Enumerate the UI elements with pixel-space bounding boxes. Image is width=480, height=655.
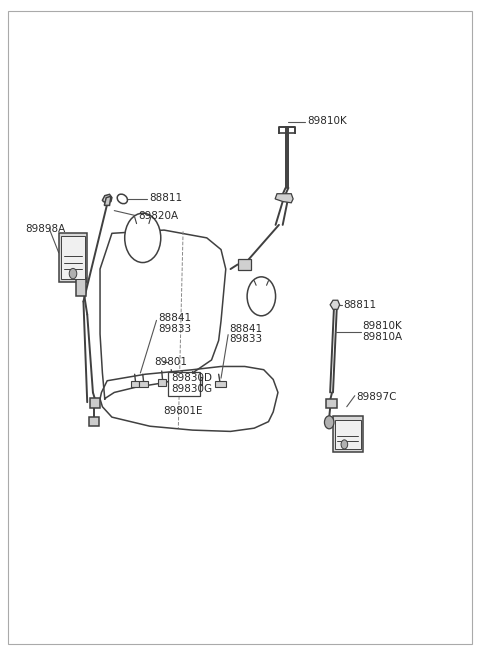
Text: 89810A: 89810A xyxy=(362,332,403,343)
Bar xyxy=(158,379,167,386)
Text: 89801E: 89801E xyxy=(163,405,203,416)
Bar xyxy=(238,259,251,271)
Bar xyxy=(190,377,202,384)
Polygon shape xyxy=(104,196,111,206)
Bar xyxy=(333,417,363,452)
Text: 89833: 89833 xyxy=(229,334,263,344)
Text: 88811: 88811 xyxy=(343,300,376,310)
Bar xyxy=(216,381,226,387)
Text: 89830D: 89830D xyxy=(171,373,212,383)
Ellipse shape xyxy=(117,194,128,204)
Bar xyxy=(335,420,361,449)
Bar xyxy=(168,371,200,396)
Bar xyxy=(89,417,98,426)
Circle shape xyxy=(247,277,276,316)
Circle shape xyxy=(324,416,334,429)
Bar xyxy=(76,278,86,296)
Text: 89830G: 89830G xyxy=(171,384,212,394)
Bar xyxy=(179,378,190,384)
Bar xyxy=(90,398,100,408)
Polygon shape xyxy=(330,300,340,309)
Polygon shape xyxy=(102,195,112,203)
Text: 88841: 88841 xyxy=(158,313,192,324)
Bar xyxy=(139,381,148,387)
Circle shape xyxy=(69,269,77,279)
Bar xyxy=(326,399,337,408)
Text: 89801: 89801 xyxy=(155,357,188,367)
Circle shape xyxy=(341,440,348,449)
Text: 89897C: 89897C xyxy=(356,392,396,402)
Bar xyxy=(59,233,87,282)
Text: 88811: 88811 xyxy=(149,193,182,202)
Text: 89833: 89833 xyxy=(158,324,192,334)
Bar xyxy=(131,381,139,387)
Text: 89898A: 89898A xyxy=(25,224,66,234)
Text: 89810K: 89810K xyxy=(307,116,347,126)
Polygon shape xyxy=(275,194,293,203)
Bar xyxy=(169,378,179,384)
Text: 88841: 88841 xyxy=(229,324,263,334)
Circle shape xyxy=(125,213,161,263)
Bar xyxy=(60,236,85,280)
Text: 89820A: 89820A xyxy=(138,211,178,221)
Text: 89810K: 89810K xyxy=(362,321,402,331)
